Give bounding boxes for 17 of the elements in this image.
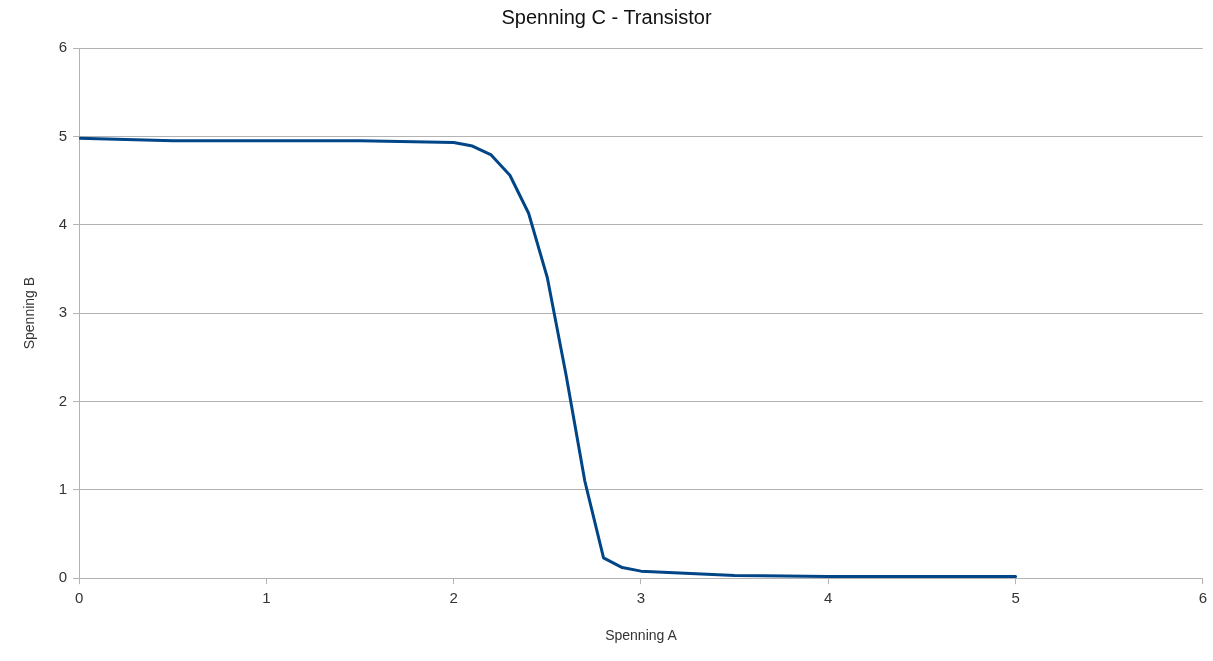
y-tick-label: 2 [58, 391, 68, 409]
y-tick-label: 5 [58, 126, 68, 144]
x-tick-label: 2 [449, 589, 458, 607]
x-tick-label: 5 [1011, 589, 1020, 607]
x-tick-label: 3 [636, 589, 646, 607]
y-tick-label: 3 [58, 303, 68, 321]
x-tick-label: 0 [74, 589, 84, 607]
y-axis-title: Spenning B [21, 276, 38, 350]
x-tick-label: 1 [262, 589, 271, 607]
chart-title: Spenning C - Transistor [501, 5, 712, 28]
y-tick-label: 1 [58, 479, 68, 497]
y-tick-label: 0 [58, 568, 68, 586]
x-tick-label: 6 [1198, 589, 1207, 607]
y-tick-label: 4 [58, 214, 68, 232]
x-axis-title: Spenning A [605, 627, 678, 644]
x-tick-label: 4 [824, 589, 833, 607]
y-tick-label: 6 [58, 38, 68, 56]
